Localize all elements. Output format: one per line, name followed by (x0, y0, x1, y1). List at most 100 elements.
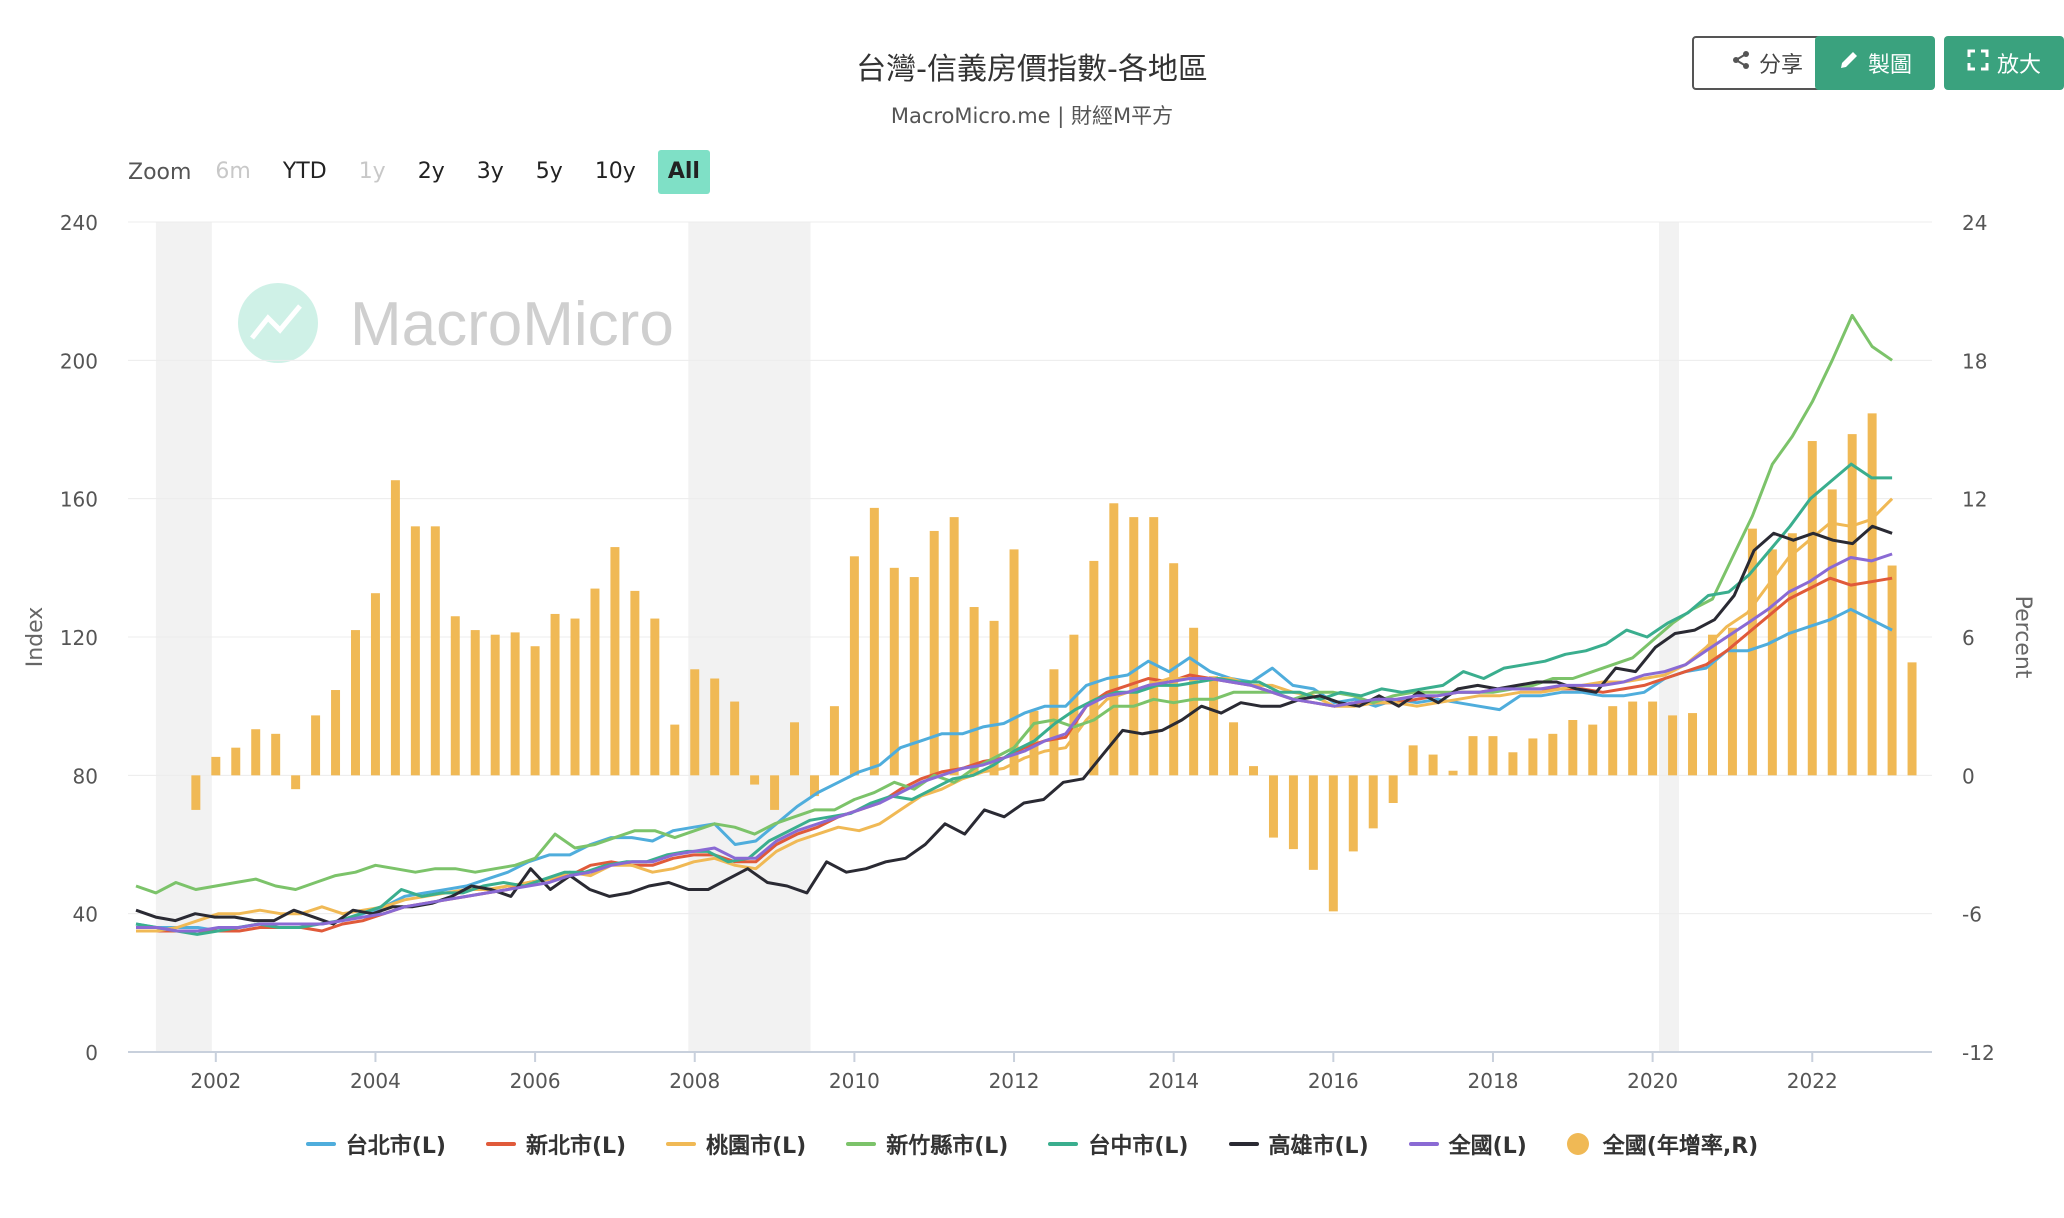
bar-national-yoy (1608, 706, 1618, 776)
bar-national-yoy (849, 556, 859, 776)
bar-national-yoy (650, 618, 660, 776)
bar-national-yoy (1907, 662, 1917, 776)
y-right-tick-label: -12 (1962, 1041, 1995, 1065)
range-1y-button[interactable]: 1y (358, 159, 386, 184)
bar-national-yoy (1468, 736, 1478, 776)
bar-national-yoy (1668, 715, 1678, 776)
bar-national-yoy (1009, 549, 1019, 776)
watermark-logo-mark (250, 304, 302, 340)
bar-national-yoy (1268, 775, 1278, 838)
bar-national-yoy (351, 630, 360, 776)
bar-national-yoy (1787, 533, 1797, 776)
bar-national-yoy (889, 567, 899, 776)
bar-national-yoy (1308, 775, 1318, 870)
legend-label: 桃園市(L) (706, 1134, 807, 1159)
legend-item-taichung[interactable]: 台中市(L) (1048, 1128, 1189, 1160)
bar-national-yoy (1688, 713, 1698, 776)
legend-swatch (666, 1142, 697, 1146)
bar-national-yoy (710, 678, 720, 776)
bar-national-yoy (1049, 669, 1059, 776)
bar-national-yoy (969, 607, 979, 776)
range-2y-button[interactable]: 2y (417, 159, 445, 184)
range-10y-button[interactable]: 10y (594, 159, 636, 184)
bar-national-yoy (750, 775, 760, 785)
bar-national-yoy (1548, 733, 1558, 776)
bar-national-yoy (690, 669, 700, 776)
bar-national-yoy (1827, 489, 1837, 776)
legend-item-newtaipei[interactable]: 新北市(L) (485, 1128, 627, 1160)
y-right-axis-title: Percent (2010, 596, 2035, 679)
range-ytd-button[interactable]: YTD (282, 159, 327, 184)
expand-icon (1967, 49, 1989, 77)
share-icon (1731, 50, 1751, 76)
bar-national-yoy (909, 577, 919, 776)
legend-swatch (1408, 1142, 1439, 1146)
legend-item-national[interactable]: 全國(L) (1408, 1128, 1527, 1160)
bar-national-yoy (450, 616, 460, 776)
y-right-tick-label: 24 (1962, 211, 1987, 235)
bar-national-yoy (390, 480, 400, 776)
legend-item-taipei[interactable]: 台北市(L) (305, 1128, 446, 1160)
legend-swatch (846, 1142, 877, 1146)
bar-national-yoy (1887, 565, 1897, 776)
legend-swatch (1228, 1142, 1259, 1146)
x-tick-label: 2018 (1468, 1069, 1519, 1093)
y-right-tick-label: 0 (1962, 764, 1975, 788)
bar-national-yoy (1408, 745, 1418, 776)
bar-national-yoy (530, 646, 540, 776)
legend-label: 全國(年增率,R) (1602, 1134, 1759, 1159)
y-left-tick-label: 0 (85, 1041, 98, 1065)
legend-label: 新北市(L) (525, 1134, 627, 1159)
y-right-tick-label: 18 (1962, 349, 1987, 373)
y-left-tick-label: 120 (60, 626, 98, 650)
bar-national-yoy (929, 530, 939, 776)
watermark-text: MacroMicro (350, 290, 674, 359)
series-line-taipei (135, 607, 1893, 933)
draw-chart-button[interactable]: 製圖 (1815, 36, 1935, 90)
zoom-label: Zoom (128, 159, 192, 185)
bar-national-yoy (1767, 549, 1777, 776)
legend-label: 台北市(L) (345, 1134, 446, 1159)
x-tick-label: 2006 (510, 1069, 561, 1093)
bar-national-yoy (1428, 754, 1438, 776)
bar-national-yoy (1707, 634, 1717, 776)
bar-national-yoy (1109, 503, 1119, 776)
bar-national-yoy (1528, 738, 1538, 776)
x-tick-label: 2004 (350, 1069, 401, 1093)
series-line-hsinchu (135, 313, 1893, 895)
bar-national-yoy (331, 690, 341, 776)
bar-national-yoy (1328, 775, 1338, 912)
legend-label: 高雄市(L) (1268, 1134, 1369, 1159)
bar-national-yoy (211, 756, 221, 776)
y-right-tick-label: 12 (1962, 488, 1987, 512)
watermark-logo-icon (238, 283, 318, 363)
x-tick-label: 2022 (1787, 1069, 1838, 1093)
bar-national-yoy (370, 593, 380, 776)
watermark: MacroMicro (238, 283, 674, 363)
x-tick-label: 2020 (1627, 1069, 1678, 1093)
y-left-tick-label: 40 (73, 903, 98, 927)
bar-national-yoy (670, 724, 680, 776)
legend-label: 全國(L) (1448, 1134, 1527, 1159)
bar-national-yoy (291, 775, 301, 790)
enlarge-button[interactable]: 放大 (1944, 36, 2064, 90)
bar-national-yoy (311, 715, 321, 776)
legend-item-taoyuan[interactable]: 桃園市(L) (666, 1128, 806, 1160)
range-6m-button[interactable]: 6m (215, 159, 251, 184)
bar-national-yoy (490, 634, 500, 776)
bar-national-yoy (1089, 560, 1099, 776)
legend-item-national-yoy[interactable]: 全國(年增率,R) (1566, 1128, 1759, 1160)
bar-national-yoy (1149, 517, 1159, 776)
range-3y-button[interactable]: 3y (476, 159, 504, 184)
legend-item-hsinchu[interactable]: 新竹縣市(L) (846, 1128, 1008, 1160)
legend-item-kaohsiung[interactable]: 高雄市(L) (1228, 1128, 1369, 1160)
range-5y-button[interactable]: 5y (535, 159, 563, 184)
bar-national-yoy (570, 618, 580, 776)
bar-national-yoy (1588, 724, 1598, 776)
bar-national-yoy (1807, 441, 1817, 776)
range-all-button[interactable]: All (657, 150, 710, 194)
y-left-axis-title: Index (23, 607, 48, 668)
bar-national-yoy (1747, 528, 1757, 776)
bar-national-yoy (869, 507, 879, 776)
bar-national-yoy (770, 775, 780, 810)
